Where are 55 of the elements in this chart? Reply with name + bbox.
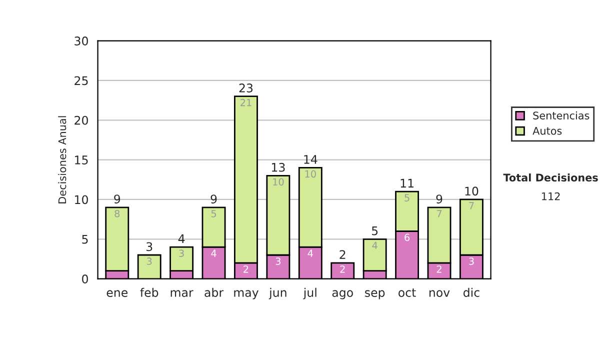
total-label: 5	[372, 226, 378, 236]
y-axis-title: Decisiones Anual	[58, 116, 66, 204]
y-tick-label: 30	[74, 36, 88, 46]
data-label: 3	[469, 258, 474, 265]
data-label: 4	[372, 242, 378, 249]
data-label: 6	[404, 234, 410, 242]
total-label: 13	[272, 162, 285, 172]
data-label: 7	[436, 210, 442, 218]
y-tick-label: 15	[75, 156, 88, 164]
x-tick-label: ago	[332, 290, 353, 300]
y-tick-label: 10	[75, 195, 88, 204]
total-label: 11	[400, 178, 414, 188]
text: 112	[542, 192, 560, 200]
data-label: 4	[308, 250, 313, 257]
text: Total Decisiones	[503, 173, 598, 182]
y-tick-label: 20	[74, 116, 88, 125]
total-label: 9	[210, 194, 217, 204]
x-tick-label: abr	[204, 288, 224, 297]
x-tick-label: jun	[268, 288, 286, 300]
x-tick-label: may	[234, 290, 258, 300]
data-label: 21	[240, 98, 252, 106]
data-label: 2	[244, 265, 248, 273]
data-label: 2	[436, 265, 442, 273]
x-tick-label: jul	[303, 288, 316, 300]
total-label: 2	[340, 250, 346, 259]
data-label: 10	[273, 178, 284, 186]
total-label: 23	[239, 84, 253, 92]
total-label: 4	[178, 234, 185, 244]
total-label: 9	[114, 194, 120, 204]
total-label: 10	[465, 186, 478, 196]
x-tick-label: dic	[463, 288, 480, 297]
data-label: 4	[211, 250, 216, 257]
y-tick-label: 5	[82, 235, 88, 244]
x-tick-label: feb	[140, 288, 158, 297]
x-tick-label: nov	[429, 290, 450, 297]
legend-label: Sentencias	[533, 111, 590, 120]
x-tick-label: mar	[170, 290, 194, 297]
data-label: 3	[276, 258, 281, 265]
x-tick-label: sep	[365, 290, 385, 300]
data-label: 2	[340, 265, 345, 273]
data-label: 5	[211, 210, 216, 218]
x-tick-label: ene	[106, 290, 128, 297]
data-label: 3	[146, 258, 152, 265]
data-label: 3	[179, 250, 184, 257]
y-tick-label: 25	[74, 76, 88, 86]
data-label: 7	[469, 202, 474, 210]
data-label: 5	[404, 194, 410, 202]
total-label: 14	[304, 155, 318, 164]
total-label: 9	[436, 194, 442, 204]
total-label: 3	[146, 242, 152, 252]
legend-label: Autos	[532, 127, 562, 135]
y-tick-label: 0	[82, 274, 88, 284]
data-label: 10	[305, 170, 316, 178]
data-label: 8	[114, 210, 120, 218]
x-tick-label: oct	[398, 288, 416, 297]
